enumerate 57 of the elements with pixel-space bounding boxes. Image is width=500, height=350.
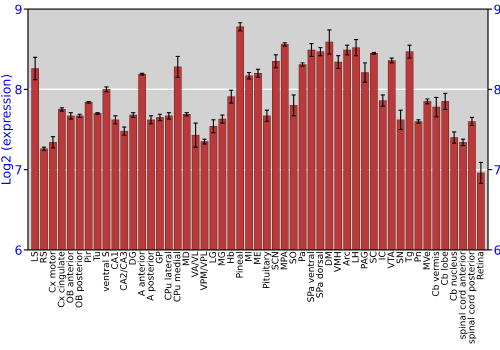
x-tick-label: OB anterior (66, 251, 74, 303)
x-tick-label: MD (182, 252, 190, 266)
x-tick-label: CA2/CA3 (120, 252, 128, 290)
y-axis-title: Log2 (expression) (1, 74, 14, 184)
x-tick-label: Cx cingulate (58, 252, 66, 308)
x-tick-label: MVe (423, 252, 430, 270)
x-tick-label: Retina (476, 252, 484, 280)
x-tick-label: IC (378, 252, 386, 260)
x-tick-label: VA/VL (192, 251, 199, 278)
x-tick-label: ME (254, 252, 260, 264)
x-tick-label: OB posterior (75, 251, 84, 308)
x-tick-label: MG (218, 252, 225, 266)
x-tick-label: CPu medial (173, 252, 180, 302)
x-tick-label: Cb nucleus (450, 252, 457, 301)
x-tick-label: spinal cord posterior (468, 251, 476, 344)
x-tick-label: VTA (388, 251, 394, 268)
x-tick-label: Tg (405, 252, 414, 263)
x-tick-label: SC (370, 252, 377, 263)
x-tick-label: MPA (280, 251, 288, 270)
x-tick-label: DG (128, 252, 136, 264)
x-tick-label: Pituitary (262, 252, 272, 288)
x-tick-label: LH (352, 252, 359, 262)
x-tick-label: Pa (298, 252, 306, 261)
x-tick-label: SO (289, 252, 296, 264)
x-tick-label: LG (209, 252, 216, 262)
y-tick-label: 8 (15, 84, 22, 94)
x-tick-label: SPa ventral (307, 252, 314, 302)
x-tick-label: PAG (360, 252, 368, 268)
x-tick-label: MI (244, 252, 252, 261)
x-tick-label: Cb vermis (432, 252, 439, 296)
x-tick-label: Tu (93, 252, 100, 262)
y2-tick-label: 7 (494, 165, 500, 174)
x-tick-label: Hb (226, 252, 234, 263)
x-tick-label: Arc (343, 252, 350, 266)
x-tick-label: Pn (414, 252, 421, 262)
y-tick-label: 7 (16, 165, 22, 174)
x-tick-label: VMH (334, 252, 341, 272)
x-tick-label: spinal cord anterior (458, 251, 468, 339)
y-tick-label: 9 (15, 4, 22, 14)
x-tick-label: Pir (84, 251, 92, 262)
x-tick-label: Cx motor (48, 251, 56, 292)
x-tick-label: SPa dorsal (316, 252, 324, 298)
x-tick-label: GP (156, 252, 163, 264)
x-tick-label: RS (40, 252, 47, 262)
x-tick-label: Pineal (236, 252, 243, 278)
x-tick-label: SN (396, 252, 404, 264)
x-tick-label: CA1 (111, 252, 118, 270)
x-tick-label: CPu lateral (164, 252, 172, 300)
y-tick-label: 6 (15, 245, 22, 255)
x-tick-label: Cb lobe (440, 252, 448, 286)
x-tick-label: A posterior (146, 251, 156, 301)
x-tick-label: A anterior (138, 251, 145, 296)
x-tick-label: LS (30, 252, 38, 262)
x-tick-label: DM (325, 252, 332, 266)
x-tick-label: ventral S (102, 252, 110, 292)
x-tick-label: VPM/VPL (200, 251, 208, 290)
x-tick-label: SCN (272, 252, 278, 270)
